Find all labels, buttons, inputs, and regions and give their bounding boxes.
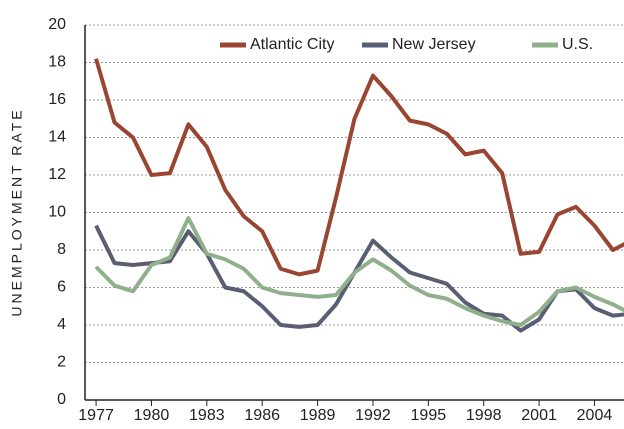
y-tick-label: 18 [48,54,66,71]
x-tick-label: 1980 [134,407,170,424]
x-tick-label: 1989 [300,407,336,424]
y-tick-label: 12 [48,166,66,183]
y-tick-label: 4 [57,316,66,333]
y-tick-label: 0 [57,391,66,408]
y-tick-label: 14 [48,129,66,146]
y-tick-label: 6 [57,279,66,296]
x-tick-label: 1986 [244,407,280,424]
series-line [94,216,624,327]
series-line [94,224,624,333]
x-tick-label: 2004 [577,407,613,424]
y-tick-label: 10 [48,204,66,221]
x-tick-label: 1998 [466,407,502,424]
legend-label: U.S. [562,36,593,53]
x-tick-label: 1995 [411,407,447,424]
x-tick-label: 1983 [189,407,225,424]
plot-area [94,58,624,333]
y-axis-label: UNEMPLOYMENT RATE [9,107,25,316]
y-tick-label: 16 [48,91,66,108]
series-line [94,58,624,277]
y-tick-label: 20 [48,16,66,33]
legend-label: Atlantic City [250,36,334,53]
y-tick-label: 8 [57,241,66,258]
legend-label: New Jersey [392,36,476,53]
x-tick-label: 2001 [521,407,557,424]
x-tick-label: 1992 [355,407,391,424]
x-tick-label: 1977 [78,407,114,424]
y-tick-label: 2 [57,354,66,371]
